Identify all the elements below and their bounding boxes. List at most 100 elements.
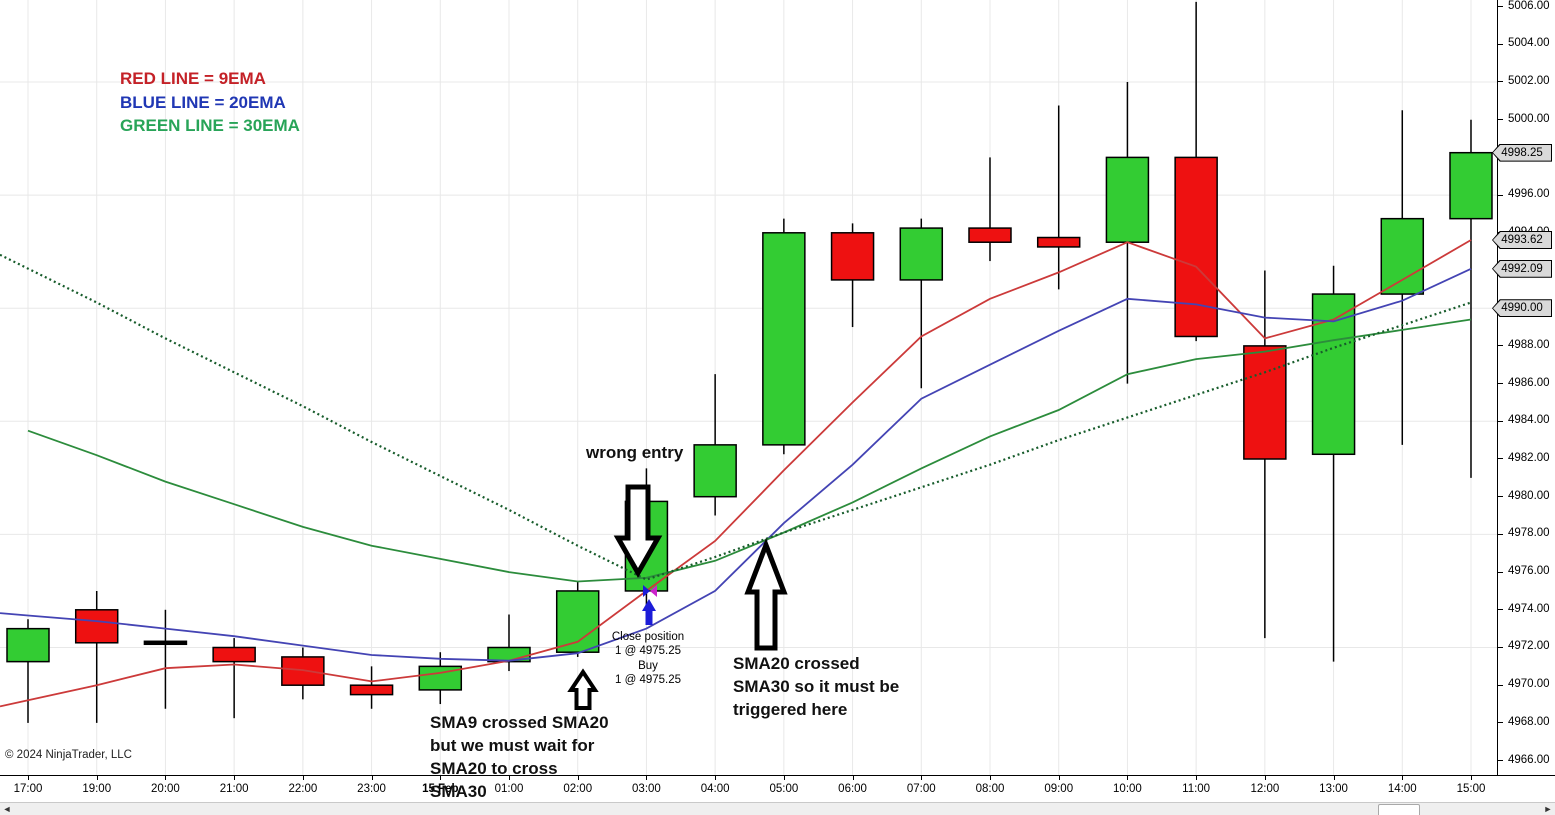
price-label: 4978.00 bbox=[1508, 527, 1550, 540]
time-label: 14:00 bbox=[1387, 783, 1417, 795]
scroll-right-button[interactable]: ► bbox=[1543, 804, 1553, 814]
time-label: 01:00 bbox=[494, 783, 524, 795]
candle-body bbox=[74, 609, 119, 644]
exit-marker-magenta bbox=[650, 585, 657, 597]
time-label: 20:00 bbox=[151, 783, 180, 795]
candle-body bbox=[1449, 151, 1493, 220]
time-label: 13:00 bbox=[1319, 783, 1348, 795]
ma-line-ema20 bbox=[0, 267, 1472, 662]
candle-body bbox=[418, 665, 463, 691]
annotation-wrong-entry: wrong entry bbox=[586, 443, 684, 462]
price-tick bbox=[1498, 533, 1503, 535]
price-tick bbox=[1498, 571, 1503, 573]
scroll-left-button[interactable]: ◄ bbox=[2, 804, 12, 814]
annotation-sma20-crossed: SMA20 crossed SMA30 so it must be trigge… bbox=[733, 654, 900, 719]
price-tag-value: 4992.09 bbox=[1493, 260, 1551, 277]
price-tag: 4998.25 bbox=[1492, 143, 1552, 162]
time-label: 21:00 bbox=[219, 783, 249, 795]
time-label: 15 Feb bbox=[422, 783, 459, 795]
time-tick bbox=[1470, 776, 1472, 780]
candlestick-chart[interactable] bbox=[0, 0, 1497, 775]
candle-body bbox=[1380, 217, 1425, 295]
time-tick bbox=[1127, 776, 1129, 780]
time-tick bbox=[646, 776, 648, 780]
candle-body bbox=[555, 590, 600, 653]
price-label: 4976.00 bbox=[1508, 565, 1550, 578]
time-tick bbox=[715, 776, 717, 780]
price-tick bbox=[1498, 684, 1503, 686]
price-label: 4988.00 bbox=[1508, 338, 1550, 351]
time-tick bbox=[1402, 776, 1404, 780]
candle-body bbox=[1311, 293, 1356, 456]
time-label: 07:00 bbox=[906, 783, 936, 795]
candle-body bbox=[968, 227, 1012, 243]
price-label: 4974.00 bbox=[1508, 602, 1550, 615]
wrong-entry-down-arrow bbox=[613, 484, 663, 579]
time-tick bbox=[508, 776, 510, 780]
price-tick bbox=[1498, 194, 1503, 196]
sma9-cross-up-arrow bbox=[567, 668, 599, 710]
candle-body bbox=[1243, 345, 1287, 460]
time-tick bbox=[96, 776, 98, 780]
candles bbox=[6, 1, 1493, 723]
time-label: 11:00 bbox=[1182, 783, 1211, 795]
time-label: 17:00 bbox=[13, 783, 43, 795]
price-label: 4996.00 bbox=[1508, 188, 1550, 201]
price-tick bbox=[1498, 345, 1503, 347]
price-tick bbox=[1498, 496, 1503, 498]
time-axis[interactable]: 17:00 19:00 20:00 21:00 22:00 23:00 15 Feb 01:0… bbox=[0, 775, 1555, 802]
price-axis[interactable]: 5006.005004.005002.005000.004998.004996.… bbox=[1492, 0, 1555, 775]
time-label: 09:00 bbox=[1044, 783, 1074, 795]
entry-marker-blue bbox=[643, 585, 650, 597]
price-label: 4966.00 bbox=[1508, 753, 1550, 766]
time-label: 10:00 bbox=[1113, 783, 1142, 795]
price-tick bbox=[1498, 722, 1503, 724]
price-tag: 4993.62 bbox=[1492, 230, 1552, 249]
annotation-close-position: Close position 1 @ 4975.25 bbox=[611, 631, 685, 657]
price-label: 4984.00 bbox=[1508, 414, 1550, 427]
candle-body bbox=[1105, 156, 1150, 243]
candle-body bbox=[143, 640, 188, 646]
time-tick bbox=[852, 776, 854, 780]
price-label: 4986.00 bbox=[1508, 376, 1550, 389]
copyright-text: © 2024 NinjaTrader, LLC bbox=[5, 749, 132, 761]
price-tag-value: 4993.62 bbox=[1493, 231, 1551, 248]
buy-blue-up-arrow bbox=[642, 599, 656, 625]
candle-body bbox=[693, 444, 737, 498]
time-label: 22:00 bbox=[288, 783, 318, 795]
price-label: 5000.00 bbox=[1508, 112, 1550, 125]
trade-markers bbox=[642, 585, 657, 625]
candle-body bbox=[762, 232, 806, 446]
time-tick bbox=[1058, 776, 1060, 780]
time-label: 05:00 bbox=[769, 783, 799, 795]
price-tick bbox=[1498, 383, 1503, 385]
price-tick bbox=[1498, 43, 1503, 45]
time-tick bbox=[28, 776, 29, 780]
price-label: 4970.00 bbox=[1508, 678, 1550, 691]
legend-ema30: GREEN LINE = 30EMA bbox=[120, 116, 300, 135]
price-tag-value: 4990.00 bbox=[1493, 300, 1551, 317]
scrollbar-thumb[interactable] bbox=[1378, 804, 1420, 815]
time-label: 15:00 bbox=[1456, 783, 1486, 795]
candle-body bbox=[1036, 236, 1081, 248]
time-tick bbox=[1196, 776, 1198, 780]
horizontal-scrollbar[interactable]: ◄ ► bbox=[0, 802, 1555, 815]
price-tick bbox=[1498, 81, 1503, 83]
time-tick bbox=[234, 776, 236, 780]
candle-body bbox=[212, 646, 256, 663]
time-tick bbox=[371, 776, 373, 780]
time-label: 03:00 bbox=[632, 783, 661, 795]
trigger-up-arrow bbox=[744, 538, 788, 651]
price-tick bbox=[1498, 420, 1503, 422]
time-tick bbox=[1333, 776, 1335, 780]
ma-lines bbox=[0, 239, 1472, 708]
time-tick bbox=[440, 776, 442, 780]
price-label: 4972.00 bbox=[1508, 640, 1550, 653]
ma-line-ema9 bbox=[0, 239, 1472, 708]
time-label: 19:00 bbox=[82, 783, 112, 795]
time-label: 02:00 bbox=[563, 783, 593, 795]
time-tick bbox=[921, 776, 923, 780]
time-label: 06:00 bbox=[838, 783, 867, 795]
time-tick bbox=[302, 776, 304, 780]
